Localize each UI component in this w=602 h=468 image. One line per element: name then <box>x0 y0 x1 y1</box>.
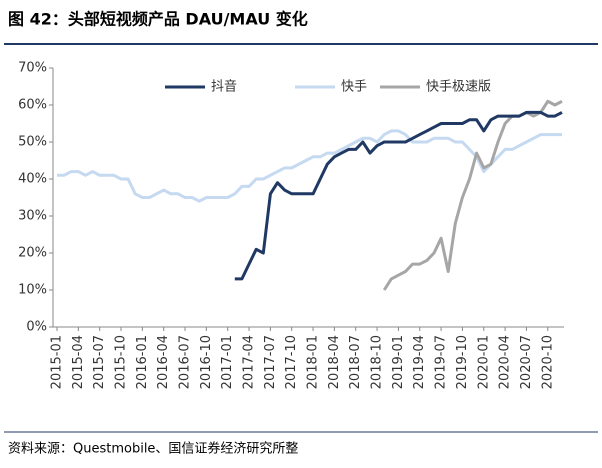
legend-label: 快手极速版 <box>426 80 491 95</box>
x-tick-label: 2016-04 <box>156 335 171 389</box>
y-tick-label: 70% <box>18 61 47 76</box>
y-tick-label: 30% <box>18 209 47 224</box>
x-tick-label: 2015-10 <box>114 335 129 389</box>
y-tick-label: 40% <box>18 172 47 187</box>
x-tick-label: 2015-07 <box>92 335 107 389</box>
x-tick-label: 2017-07 <box>263 335 278 389</box>
series-line <box>234 110 563 281</box>
y-tick-label: 60% <box>18 98 47 113</box>
x-tick-label: 2019-01 <box>391 335 406 389</box>
x-tick-label: 2018-07 <box>348 335 363 389</box>
y-tick-label: 10% <box>18 283 47 298</box>
x-tick-label: 2020-01 <box>476 335 491 389</box>
x-tick-label: 2019-10 <box>455 335 470 389</box>
x-tick-label: 2018-01 <box>306 335 321 389</box>
series-line <box>57 129 562 203</box>
x-tick-label: 2017-04 <box>242 335 257 389</box>
x-tick-label: 2017-01 <box>220 335 235 389</box>
x-tick-label: 2016-10 <box>199 335 214 389</box>
x-tick-label: 2017-10 <box>284 335 299 389</box>
y-tick-label: 20% <box>18 246 47 261</box>
x-tick-label: 2019-07 <box>434 335 449 389</box>
chart-title: 图 42：头部短视频产品 DAU/MAU 变化 <box>8 10 308 29</box>
y-tick-label: 50% <box>18 135 47 150</box>
legend-label: 抖音 <box>211 79 237 95</box>
source: 资料来源：Questmobile、国信证券经济研究所整 <box>8 441 298 457</box>
x-tick-label: 2020-10 <box>540 335 555 389</box>
series-line <box>382 99 563 291</box>
x-tick-label: 2019-04 <box>412 335 427 389</box>
x-tick-label: 2015-04 <box>71 335 86 389</box>
x-tick-label: 2020-07 <box>519 335 534 389</box>
x-tick-label: 2018-10 <box>370 335 385 389</box>
legend-label: 快手 <box>341 80 367 95</box>
y-tick-label: 0% <box>26 320 47 335</box>
x-tick-label: 2018-04 <box>327 335 342 389</box>
x-tick-label: 2016-07 <box>178 335 193 389</box>
x-tick-label: 2015-01 <box>50 335 65 389</box>
x-tick-label: 2016-01 <box>135 335 150 389</box>
x-tick-label: 2020-04 <box>498 335 513 389</box>
